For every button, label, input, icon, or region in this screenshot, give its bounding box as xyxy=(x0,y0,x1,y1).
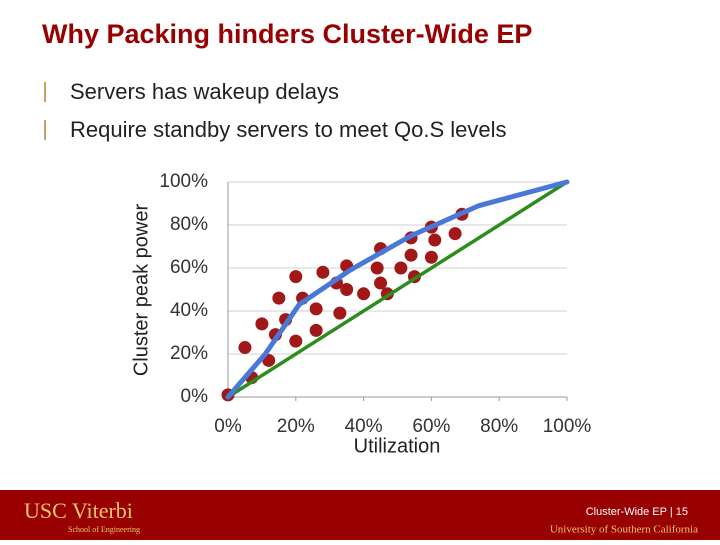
y-tick-label: 40% xyxy=(170,300,208,321)
y-axis-label: Cluster peak power xyxy=(130,204,152,377)
footer-logo: USC Viterbi xyxy=(24,498,133,523)
footer-caption: Cluster-Wide EP | 15 xyxy=(586,506,688,518)
footer-bar xyxy=(0,490,720,540)
data-point xyxy=(272,291,286,305)
slide-title: Why Packing hinders Cluster-Wide EP xyxy=(42,19,532,49)
data-point xyxy=(289,334,303,348)
y-tick-label: 20% xyxy=(170,343,208,364)
data-point xyxy=(289,270,303,284)
x-tick-label: 0% xyxy=(214,416,242,437)
data-point xyxy=(428,233,442,247)
bullet: Require standby servers to meet Qo.S lev… xyxy=(70,117,507,142)
trend-line xyxy=(225,179,570,400)
data-point xyxy=(309,323,323,337)
data-point xyxy=(340,283,354,296)
y-tick-label: 80% xyxy=(170,214,208,235)
data-point xyxy=(394,261,408,275)
data-point xyxy=(448,227,462,241)
x-tick-label: 40% xyxy=(345,416,383,437)
trend-line xyxy=(226,180,569,399)
data-point xyxy=(404,248,418,262)
data-point xyxy=(357,287,371,301)
x-axis-label: Utilization xyxy=(354,435,441,457)
footer-logo-sub: School of Engineering xyxy=(68,525,140,534)
x-tick-label: 20% xyxy=(277,416,315,437)
data-point xyxy=(374,276,388,290)
data-point xyxy=(255,317,269,331)
y-tick-label: 100% xyxy=(159,171,208,192)
x-tick-label: 80% xyxy=(480,416,518,437)
y-tick-label: 0% xyxy=(181,386,209,407)
y-tick-label: 60% xyxy=(170,257,208,278)
footer-university: University of Southern California xyxy=(550,524,698,536)
bullet: Servers has wakeup delays xyxy=(70,79,339,104)
data-point xyxy=(316,265,330,279)
data-point xyxy=(309,302,323,316)
data-point xyxy=(238,341,252,355)
data-point xyxy=(424,250,438,264)
x-tick-label: 100% xyxy=(543,416,592,437)
x-tick-label: 60% xyxy=(412,416,450,437)
data-point xyxy=(333,306,347,320)
data-point xyxy=(370,261,384,275)
